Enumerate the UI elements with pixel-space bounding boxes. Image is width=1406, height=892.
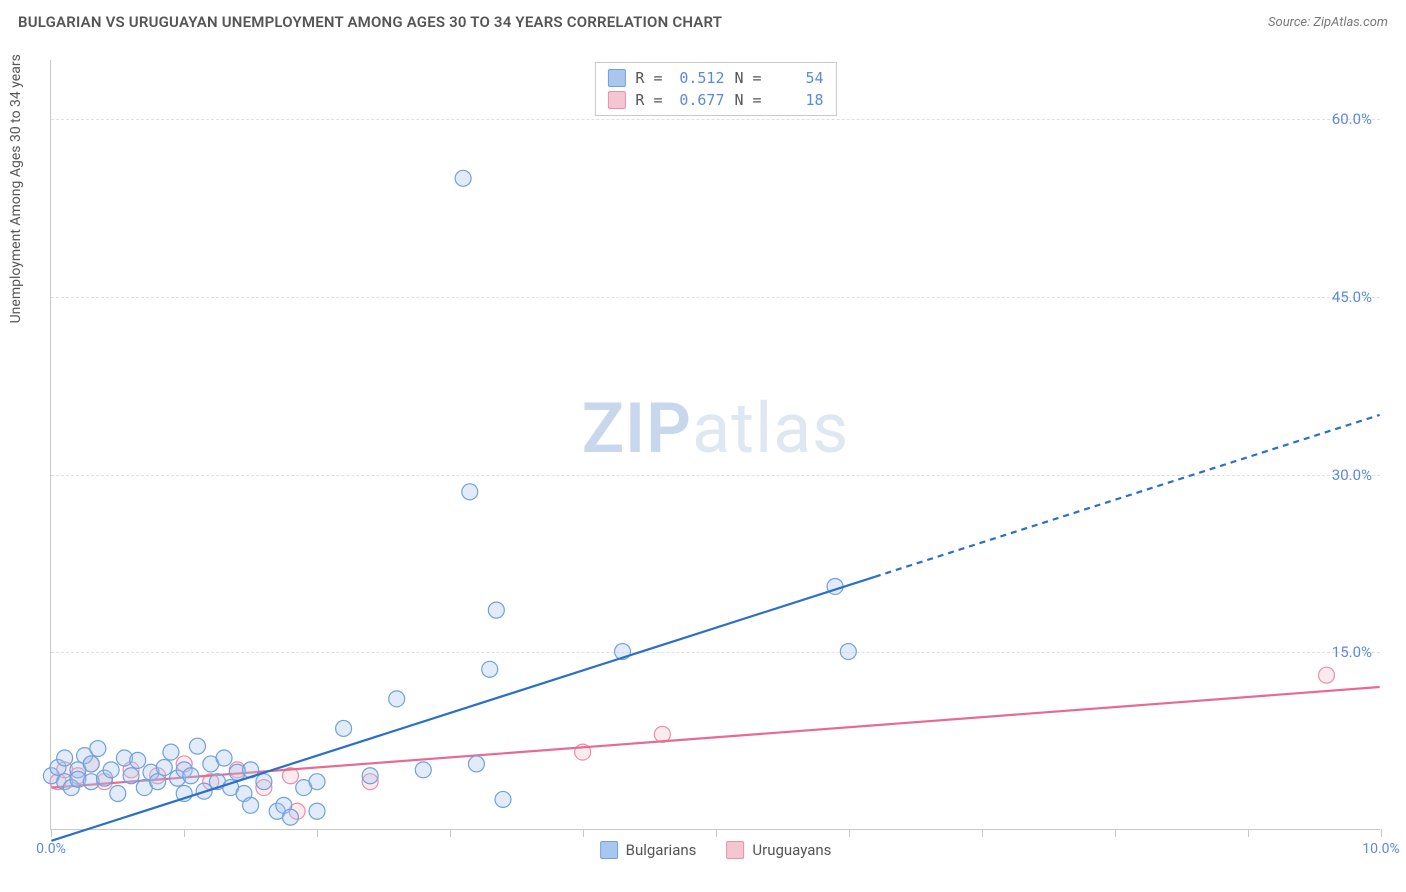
swatch-uruguayans-icon [607, 91, 625, 109]
bulgarians-point [123, 768, 139, 784]
bulgarians-point [488, 602, 504, 618]
bulgarians-point [163, 744, 179, 760]
R-label: R = [635, 69, 662, 87]
bulgarians-point [482, 661, 498, 677]
bulgarians-point [840, 644, 856, 660]
bulgarians-point [243, 797, 259, 813]
bulgarians-point [90, 741, 106, 757]
chart-source: Source: ZipAtlas.com [1268, 15, 1388, 30]
N-label: N = [735, 69, 762, 87]
R-value-uruguayans: 0.677 [673, 91, 725, 109]
bulgarians-point [57, 750, 73, 766]
x-tick [849, 829, 850, 837]
R-value-bulgarians: 0.512 [673, 69, 725, 87]
x-tick [184, 829, 185, 837]
scatter-svg [51, 60, 1380, 829]
R-label: R = [635, 91, 662, 109]
bulgarians-trendline [51, 577, 875, 841]
bulgarians-point [389, 691, 405, 707]
bulgarians-point [282, 809, 298, 825]
legend-label-bulgarians: Bulgarians [626, 841, 697, 859]
bulgarians-point [415, 762, 431, 778]
bulgarians-point [130, 752, 146, 768]
x-tick [317, 829, 318, 837]
bulgarians-point [362, 768, 378, 784]
chart-header: BULGARIAN VS URUGUAYAN UNEMPLOYMENT AMON… [0, 0, 1406, 44]
x-tick [583, 829, 584, 837]
legend-item-uruguayans: Uruguayans [726, 841, 831, 859]
swatch-bulgarians-icon [607, 69, 625, 87]
plot-area: ZIPatlas 15.0%30.0%45.0%60.0% 0.0%10.0% … [50, 60, 1380, 830]
x-tick-label: 0.0% [36, 841, 66, 857]
N-label: N = [735, 91, 762, 109]
bulgarians-point [336, 720, 352, 736]
bulgarians-point [256, 774, 272, 790]
legend-label-uruguayans: Uruguayans [752, 841, 831, 859]
bulgarians-point [189, 738, 205, 754]
x-tick [1381, 829, 1382, 837]
legend-row-uruguayans: R = 0.677 N = 18 [607, 89, 823, 111]
bulgarians-point [183, 768, 199, 784]
legend-stats: R = 0.512 N = 54 R = 0.677 N = 18 [594, 62, 836, 116]
x-tick-label: 10.0% [1362, 841, 1400, 857]
bulgarians-point [455, 170, 471, 186]
uruguayans-point [1319, 667, 1335, 683]
bulgarians-point [309, 803, 325, 819]
swatch-uruguayans-icon [726, 841, 744, 859]
legend-item-bulgarians: Bulgarians [600, 841, 697, 859]
bulgarians-point [462, 484, 478, 500]
bulgarians-point [468, 756, 484, 772]
N-value-bulgarians: 54 [772, 69, 824, 87]
x-tick [51, 829, 52, 837]
bulgarians-point [150, 774, 166, 790]
bulgarians-point [156, 759, 172, 775]
bulgarians-point [83, 756, 99, 772]
chart-title: BULGARIAN VS URUGUAYAN UNEMPLOYMENT AMON… [18, 13, 722, 31]
bulgarians-point [216, 750, 232, 766]
x-tick [450, 829, 451, 837]
y-axis-title: Unemployment Among Ages 30 to 34 years [8, 54, 24, 323]
legend-series: Bulgarians Uruguayans [600, 841, 832, 859]
bulgarians-point [495, 791, 511, 807]
legend-row-bulgarians: R = 0.512 N = 54 [607, 67, 823, 89]
x-tick [982, 829, 983, 837]
swatch-bulgarians-icon [600, 841, 618, 859]
x-tick [1115, 829, 1116, 837]
bulgarians-point [309, 774, 325, 790]
x-tick [1248, 829, 1249, 837]
x-tick [716, 829, 717, 837]
bulgarians-point [110, 786, 126, 802]
bulgarians-point [103, 762, 119, 778]
bulgarians-trendline-dashed [875, 415, 1380, 577]
N-value-uruguayans: 18 [772, 91, 824, 109]
